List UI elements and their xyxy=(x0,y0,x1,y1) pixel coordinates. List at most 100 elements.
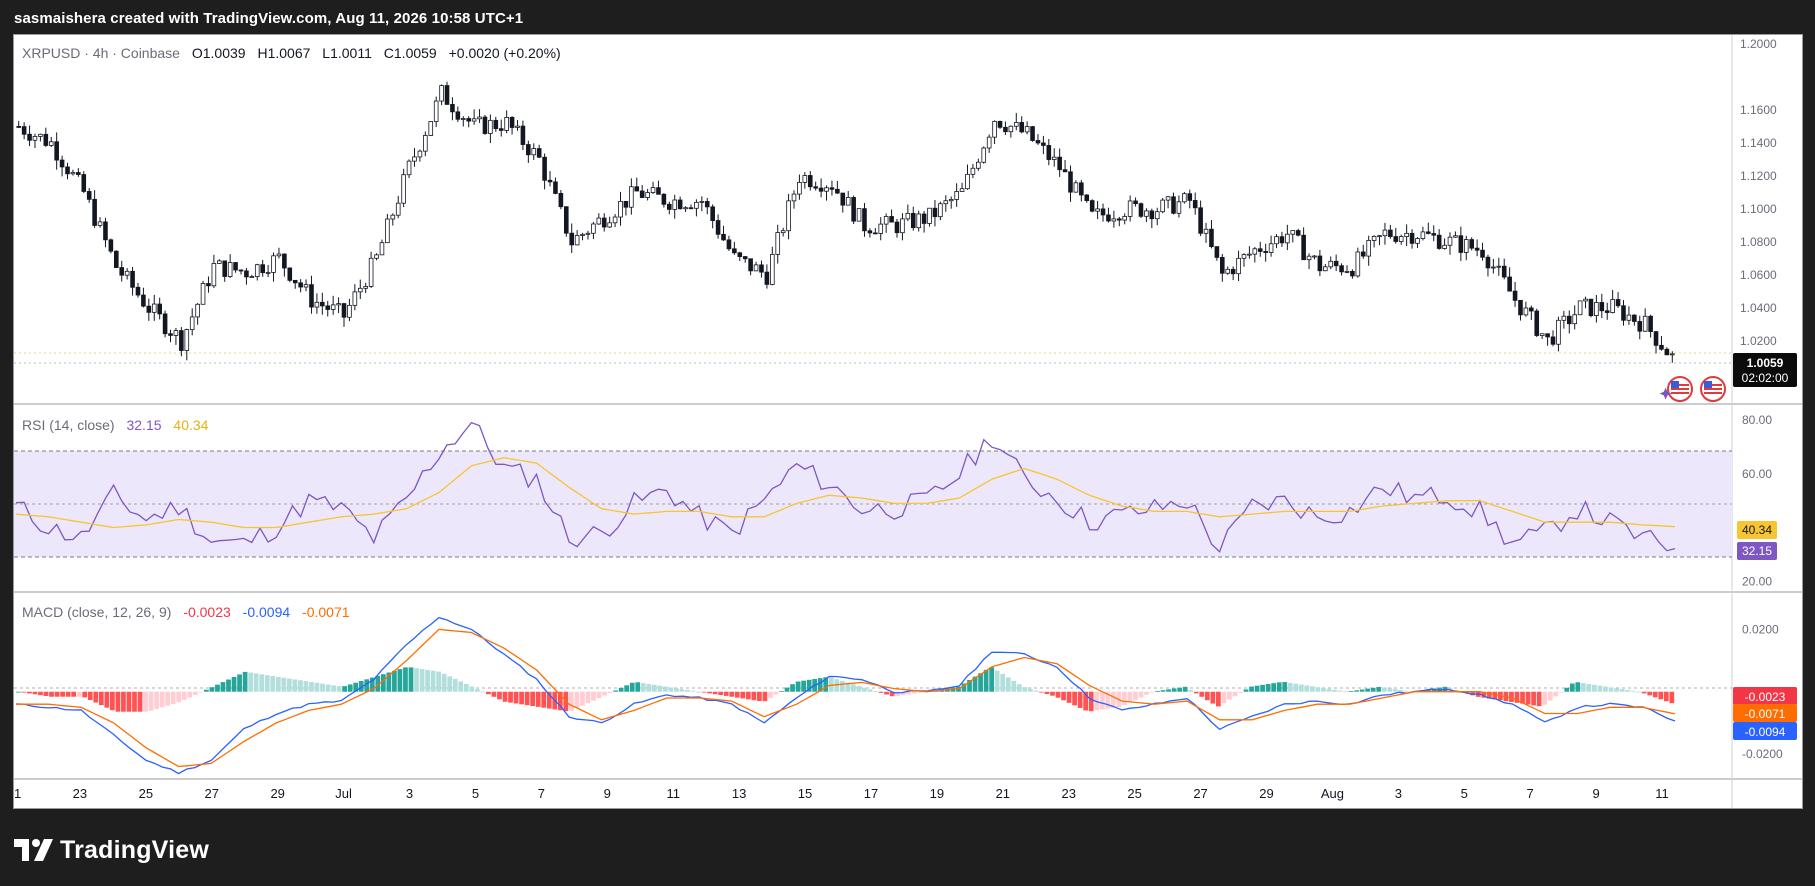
macd-series xyxy=(15,616,1676,775)
macd-hist-bar xyxy=(226,679,231,692)
candle-body xyxy=(780,230,786,234)
time-tick-label: 19 xyxy=(930,786,944,801)
macd-line-tag xyxy=(1733,722,1797,740)
candle-body xyxy=(526,144,531,156)
macd-hist-bar xyxy=(817,678,823,692)
macd-hist-bar xyxy=(204,689,209,692)
macd-hist-bar xyxy=(557,691,563,711)
price-tick-label: 1.2000 xyxy=(1740,37,1777,51)
us-flag-icon[interactable] xyxy=(1700,376,1726,402)
macd-hist-bar xyxy=(1243,689,1249,692)
macd-hist-bar xyxy=(1553,691,1559,697)
macd-hist-bar xyxy=(1083,691,1089,711)
candle-body xyxy=(835,188,840,194)
candle-body xyxy=(124,270,130,276)
time-tick-label: 11 xyxy=(666,786,680,801)
candle-body xyxy=(764,271,770,285)
candle-body xyxy=(1436,234,1442,249)
price-axis[interactable]: 1.2000 1.1600 1.1400 1.1200 1.1000 1.0800 1.06… xyxy=(1740,37,1777,348)
macd-hist-bar xyxy=(1304,685,1310,692)
macd-hist-bar xyxy=(1614,688,1619,692)
macd-hist-bar xyxy=(54,691,60,697)
macd-hist-bar xyxy=(397,669,403,692)
rsi-series xyxy=(15,421,1676,553)
candle-body xyxy=(92,198,97,226)
price-tick-label: 1.0600 xyxy=(1740,268,1777,282)
macd-hist-bar xyxy=(1044,691,1050,694)
macd-hist-bar xyxy=(1138,691,1144,698)
candle-body xyxy=(948,199,954,202)
sparkle-icon[interactable] xyxy=(1659,387,1672,400)
macd-hist-bar xyxy=(419,669,425,692)
macd-hist-bar xyxy=(690,690,696,692)
macd-hist-bar xyxy=(701,691,707,693)
candle-body xyxy=(1355,251,1361,277)
candle-body xyxy=(867,230,873,234)
macd-hist-bar xyxy=(884,691,889,695)
macd-hist-bar xyxy=(342,686,347,692)
candle-body xyxy=(1165,196,1171,201)
macd-hist-bar xyxy=(1343,691,1348,693)
macd-hist-bar xyxy=(640,683,646,692)
macd-hist-bar xyxy=(320,683,325,692)
rsi-tick-label: 60.00 xyxy=(1742,467,1772,481)
candle-body xyxy=(341,303,347,318)
macd-hist-bar xyxy=(1155,691,1160,692)
candle-body xyxy=(1653,331,1659,346)
macd-hist-bar xyxy=(1404,690,1409,692)
candle-body xyxy=(1046,145,1052,160)
macd-hist-bar xyxy=(1188,689,1194,692)
candle-body xyxy=(1079,182,1084,196)
macd-hist-bar xyxy=(386,672,392,692)
time-tick-label: 17 xyxy=(864,786,878,801)
candle-body xyxy=(1089,200,1095,212)
macd-hist-bar xyxy=(248,672,253,692)
macd-hist-bar xyxy=(989,667,995,692)
candle-body xyxy=(444,85,450,105)
macd-hist-bar xyxy=(1608,687,1614,692)
macd-hist-bar xyxy=(1625,689,1630,692)
candle-body xyxy=(1360,251,1366,257)
candle-body xyxy=(27,133,32,141)
candle-body xyxy=(1198,207,1203,234)
time-tick-label: Jul xyxy=(335,786,352,801)
macd-hist-bar xyxy=(801,680,806,692)
candle-body xyxy=(710,206,715,221)
rsi-tag xyxy=(1737,542,1777,560)
candle-body xyxy=(81,174,87,192)
candle-body xyxy=(1556,319,1561,345)
macd-hist-bar xyxy=(425,669,430,692)
candle-body xyxy=(1019,122,1024,133)
candle-body xyxy=(65,166,70,175)
rsi-axis[interactable]: 80.00 60.00 20.00 xyxy=(1742,413,1772,588)
macd-hist-bar xyxy=(596,691,602,699)
macd-hist-bar xyxy=(408,667,414,692)
time-tick-label: 7 xyxy=(538,786,545,801)
candle-body xyxy=(1333,260,1339,267)
candle-body xyxy=(845,197,851,206)
macd-hist-bar xyxy=(867,689,873,692)
candle-body xyxy=(97,221,103,226)
macd-hist-bar xyxy=(469,686,475,692)
candle-body xyxy=(330,304,336,310)
macd-hist-bar xyxy=(795,681,801,692)
time-axis[interactable]: 1 23 25 27 29 Jul 3 5 7 9 11 13 15 17 19 21 23 25 27 29 Aug 3… xyxy=(14,786,1669,801)
candle-body xyxy=(824,187,829,192)
macd-hist-bar xyxy=(530,691,536,707)
macd-hist-bar xyxy=(474,689,480,692)
macd-hist-bar xyxy=(856,686,862,692)
macd-hist-bar xyxy=(32,691,38,695)
tradingview-brand[interactable]: TradingView xyxy=(14,833,209,867)
macd-hist-bar xyxy=(1276,682,1282,692)
macd-hist-bar xyxy=(546,691,552,709)
macd-hist-bar xyxy=(1033,690,1039,692)
us-flag-icon[interactable] xyxy=(1667,376,1693,402)
price-tick-label: 1.0800 xyxy=(1740,235,1777,249)
macd-hist-bar xyxy=(1050,691,1055,696)
candle-body xyxy=(249,276,255,278)
macd-signal-tag xyxy=(1733,704,1797,722)
candle-body xyxy=(970,167,976,175)
candle-body xyxy=(189,316,195,330)
macd-hist-bar xyxy=(1669,691,1675,704)
